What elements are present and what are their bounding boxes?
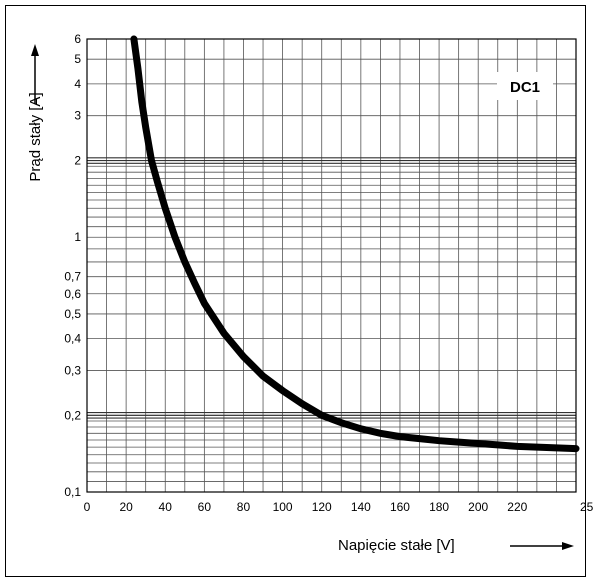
y-tick-label: 1 <box>74 230 81 244</box>
x-tick-label: 180 <box>429 500 449 514</box>
x-axis-label: Napięcie stałe [V] <box>338 537 455 554</box>
y-tick-label: 0,7 <box>64 270 81 284</box>
x-tick-label: 200 <box>468 500 488 514</box>
x-tick-label: 100 <box>273 500 293 514</box>
y-axis-arrow <box>31 44 39 104</box>
y-tick-label: 4 <box>74 77 81 91</box>
x-tick-label: 250 <box>580 500 593 514</box>
x-tick-label: 160 <box>390 500 410 514</box>
x-tick-label: 140 <box>351 500 371 514</box>
plot-border <box>86 38 577 493</box>
x-tick-label: 120 <box>312 500 332 514</box>
badge-background <box>497 72 553 100</box>
y-tick-label: 0,2 <box>64 408 81 422</box>
x-tick-label: 0 <box>84 500 91 514</box>
y-tick-label: 5 <box>74 52 81 66</box>
x-tick-label: 60 <box>198 500 212 514</box>
y-tick-label: 0,5 <box>64 307 81 321</box>
x-axis-arrow <box>510 542 574 550</box>
chart-frame <box>5 5 586 577</box>
x-tick-labels: 0 20 40 60 80 100 120 140 160 180 200 220 250 <box>84 500 593 514</box>
y-tick-label: 0,4 <box>64 332 81 346</box>
y-axis-label: Prąd stały [A] <box>27 92 44 181</box>
y-tick-labels: 0,1 0,2 0,3 0,4 0,5 0,6 0,7 1 2 3 4 5 6 <box>64 32 81 499</box>
y-tick-label: 0,1 <box>64 485 81 499</box>
x-tick-label: 80 <box>237 500 251 514</box>
y-tick-label: 0,3 <box>64 363 81 377</box>
major-grid <box>87 157 576 419</box>
badge-label: DC1 <box>510 79 540 96</box>
y-tick-label: 6 <box>74 32 81 46</box>
y-tick-label: 3 <box>74 109 81 123</box>
x-tick-label: 220 <box>507 500 527 514</box>
series-line <box>130 35 580 453</box>
minor-grid <box>87 39 576 492</box>
y-tick-label: 2 <box>74 154 81 168</box>
y-tick-label: 0,6 <box>64 287 81 301</box>
x-tick-label: 20 <box>119 500 133 514</box>
x-tick-label: 40 <box>159 500 173 514</box>
